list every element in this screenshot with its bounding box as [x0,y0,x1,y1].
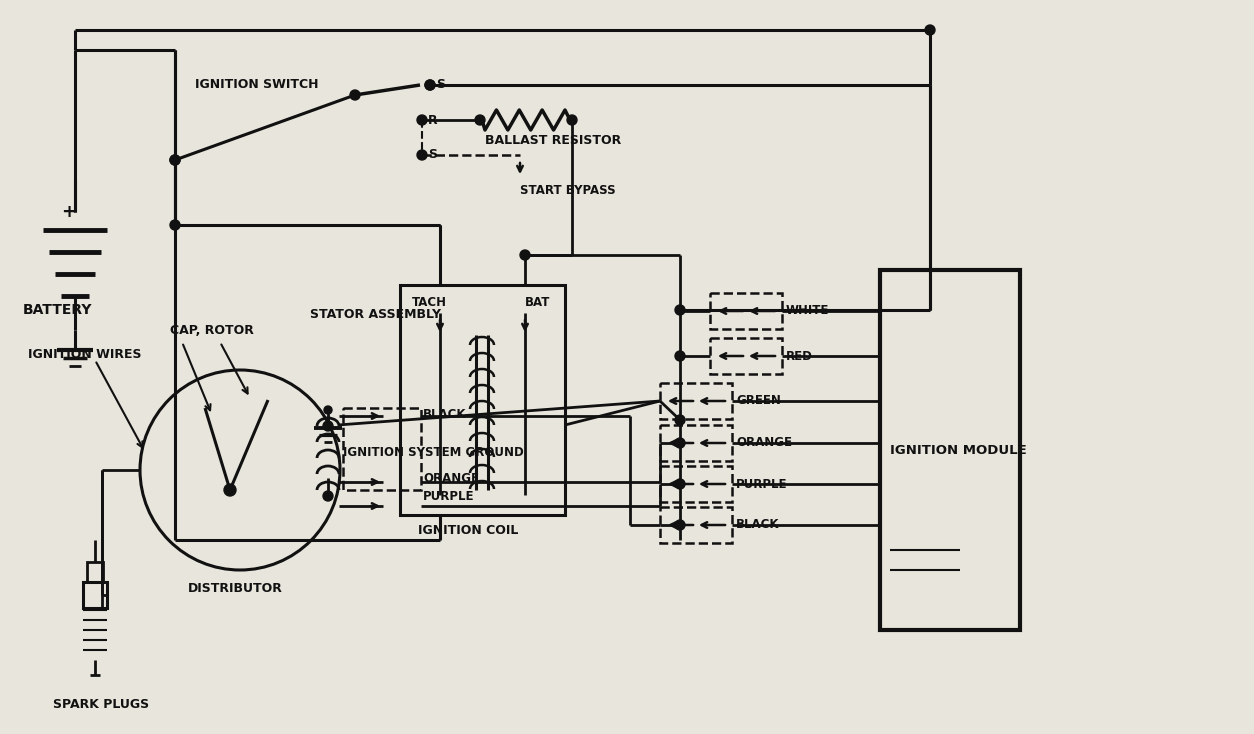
Text: IGNITION WIRES: IGNITION WIRES [28,349,142,362]
Text: +: + [61,203,76,221]
Text: S: S [428,148,436,161]
Bar [87,562,103,582]
Text: IGNITION SWITCH: IGNITION SWITCH [196,79,319,92]
Circle shape [475,115,485,125]
Text: R: R [428,114,438,126]
Bar [710,338,782,374]
Text: PURPLE: PURPLE [736,478,788,490]
Circle shape [171,155,181,165]
Bar [660,425,732,461]
Text: BAT: BAT [525,297,551,310]
Text: ORANGE: ORANGE [423,471,479,484]
Bar [660,383,732,419]
Circle shape [324,406,332,414]
Bar [880,270,1020,630]
Bar [660,507,732,543]
Text: IGNITION COIL: IGNITION COIL [418,525,518,537]
Text: STATOR ASSEMBLY: STATOR ASSEMBLY [310,308,441,321]
Bar [400,285,566,515]
Circle shape [675,479,685,489]
Circle shape [675,415,685,425]
Circle shape [324,491,334,501]
Circle shape [324,421,334,431]
Circle shape [675,305,685,315]
Text: S: S [436,79,445,92]
Circle shape [418,150,428,160]
Text: IGNITION MODULE: IGNITION MODULE [890,443,1027,457]
Text: BLACK: BLACK [736,518,780,531]
Text: BATTERY: BATTERY [23,303,93,317]
Circle shape [224,484,236,496]
Bar [344,408,421,490]
Circle shape [171,155,181,165]
Text: WHITE: WHITE [786,305,829,318]
Text: TACH: TACH [413,297,446,310]
Circle shape [425,80,435,90]
Circle shape [171,220,181,230]
Circle shape [520,250,530,260]
Circle shape [675,520,685,530]
Text: SPARK PLUGS: SPARK PLUGS [53,699,149,711]
Bar [710,293,782,329]
Text: BLACK: BLACK [423,407,466,421]
Bar [660,466,732,502]
Text: IGNITION SYSTEM GROUND: IGNITION SYSTEM GROUND [344,446,524,459]
Circle shape [567,115,577,125]
Circle shape [418,115,428,125]
Circle shape [675,351,685,361]
Text: DISTRIBUTOR: DISTRIBUTOR [188,581,283,595]
Text: ORANGE: ORANGE [736,437,793,449]
Circle shape [425,80,435,90]
Circle shape [675,438,685,448]
Text: PURPLE: PURPLE [423,490,474,503]
Circle shape [925,25,935,35]
Text: RED: RED [786,349,813,363]
Text: GREEN: GREEN [736,394,781,407]
Text: CAP, ROTOR: CAP, ROTOR [171,324,253,336]
Text: START BYPASS: START BYPASS [520,184,616,197]
Text: BALLAST RESISTOR: BALLAST RESISTOR [485,134,621,147]
Circle shape [350,90,360,100]
Bar [83,582,107,608]
